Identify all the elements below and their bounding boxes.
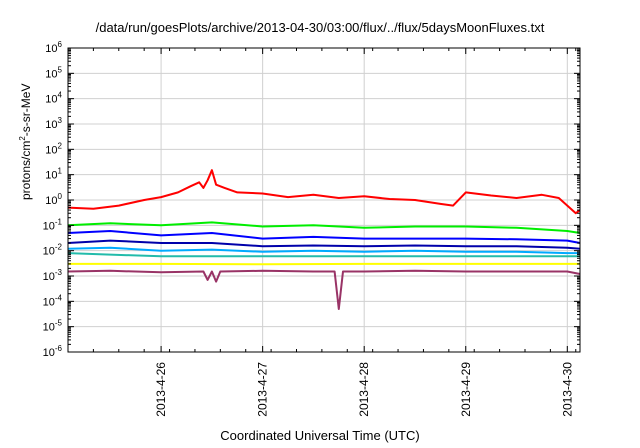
series-layer bbox=[67, 169, 581, 310]
series-line-4 bbox=[67, 239, 581, 250]
y-tick-exponent: -3 bbox=[55, 268, 63, 277]
series-line-1 bbox=[67, 169, 581, 215]
y-tick-label: 10-1 bbox=[43, 217, 63, 232]
y-tick-layer: 10610510410310210110010-110-210-310-410-… bbox=[43, 40, 580, 359]
y-tick-base: 10 bbox=[43, 271, 55, 283]
x-tick-label: 2013-4-30 bbox=[560, 362, 574, 417]
y-tick-base: 10 bbox=[43, 296, 55, 308]
y-tick-label: 105 bbox=[45, 65, 62, 80]
y-tick-base: 10 bbox=[45, 68, 57, 80]
series-line-2 bbox=[67, 221, 581, 234]
x-axis-label: Coordinated Universal Time (UTC) bbox=[220, 428, 420, 443]
series-line-6 bbox=[67, 252, 580, 258]
y-tick-exponent: 3 bbox=[58, 116, 63, 125]
y-tick-exponent: 0 bbox=[58, 192, 63, 201]
y-tick-exponent: -4 bbox=[55, 293, 63, 302]
y-tick-label: 10-5 bbox=[43, 319, 63, 334]
y-tick-label: 103 bbox=[45, 116, 62, 131]
x-tick-label: 2013-4-27 bbox=[256, 362, 270, 417]
y-tick-exponent: -2 bbox=[55, 243, 63, 252]
y-tick-base: 10 bbox=[45, 119, 57, 131]
y-tick-label: 10-3 bbox=[43, 268, 63, 283]
y-tick-exponent: -6 bbox=[55, 344, 63, 353]
y-tick-label: 10-6 bbox=[43, 344, 63, 359]
y-tick-label: 106 bbox=[45, 40, 62, 55]
y-tick-exponent: -1 bbox=[55, 217, 63, 226]
chart-title: /data/run/goesPlots/archive/2013-04-30/0… bbox=[95, 20, 545, 35]
x-tick-label: 2013-4-26 bbox=[154, 362, 168, 417]
series-line-5 bbox=[67, 246, 580, 255]
y-tick-base: 10 bbox=[45, 43, 57, 55]
y-tick-label: 100 bbox=[45, 192, 62, 207]
x-tick-label: 2013-4-29 bbox=[459, 362, 473, 417]
y-tick-exponent: 6 bbox=[58, 40, 63, 49]
y-tick-exponent: -5 bbox=[55, 319, 63, 328]
y-tick-exponent: 2 bbox=[58, 141, 63, 150]
y-tick-label: 104 bbox=[45, 91, 62, 106]
series-line-3 bbox=[67, 230, 581, 244]
y-tick-exponent: 4 bbox=[58, 91, 63, 100]
y-tick-base: 10 bbox=[45, 144, 57, 156]
x-tick-layer: 2013-4-26 2013-4-27 2013-4-28 2013-4-29 2013… bbox=[67, 48, 577, 417]
y-tick-label: 10-4 bbox=[43, 293, 63, 308]
y-tick-exponent: 1 bbox=[58, 167, 63, 176]
y-tick-base: 10 bbox=[45, 195, 57, 207]
grid bbox=[68, 47, 580, 353]
y-tick-label: 10-2 bbox=[43, 243, 63, 258]
x-tick-label: 2013-4-28 bbox=[357, 362, 371, 417]
y-tick-label: 101 bbox=[45, 167, 62, 182]
y-tick-label: 102 bbox=[45, 141, 62, 156]
y-tick-base: 10 bbox=[45, 94, 57, 106]
y-tick-base: 10 bbox=[45, 170, 57, 182]
y-tick-base: 10 bbox=[43, 246, 55, 258]
y-tick-base: 10 bbox=[43, 322, 55, 334]
y-tick-base: 10 bbox=[43, 347, 55, 359]
y-tick-base: 10 bbox=[43, 220, 55, 232]
series-line-8 bbox=[67, 269, 581, 310]
y-tick-exponent: 5 bbox=[58, 65, 63, 74]
